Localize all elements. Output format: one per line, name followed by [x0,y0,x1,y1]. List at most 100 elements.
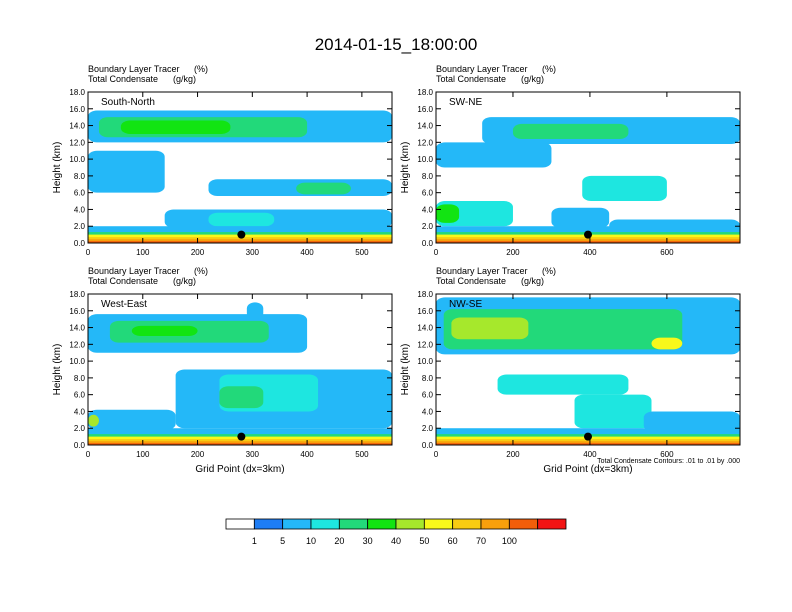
x-axis-label: Grid Point (dx=3km) [195,464,284,475]
x-tick-label: 400 [583,248,597,257]
colorbar-label: 5 [280,536,285,546]
colorbar-label: 100 [502,536,517,546]
panel-2: 0 200 400 600 0.0 2.0 4.0 6.0 8.0 10.0 12.0 14.0 16.… [400,64,741,257]
x-tick-label: 200 [191,248,205,257]
x-tick-label: 0 [86,450,91,459]
subtitle-units: (g/kg) [521,74,544,84]
y-tick-label: 16.0 [69,105,85,114]
y-tick-label: 16.0 [69,307,85,316]
x-tick-label: 0 [434,450,439,459]
boundary-layer-band-4 [88,237,392,241]
x-tick-label: 200 [191,450,205,459]
subtitle-label: Boundary Layer Tracer [88,266,180,276]
y-tick-label: 18.0 [417,88,433,97]
location-marker [237,432,246,441]
boundary-layer-band-5 [436,239,740,242]
subtitle-units: (%) [542,64,556,74]
tracer-layer-6 [574,394,652,429]
y-tick-label: 10.0 [69,155,85,164]
colorbar-swatch [423,518,454,530]
boundary-layer-band-1 [436,226,740,233]
tracer-layer-7 [643,411,740,432]
plot-frame [435,91,741,244]
subtitle-label: Total Condensate [88,276,158,286]
colorbar-swatch [253,518,284,530]
y-tick-label: 10.0 [417,155,433,164]
x-tick-label: 200 [506,450,520,459]
x-tick-label: 400 [300,248,314,257]
subtitle-units: (%) [194,64,208,74]
colorbar-label: 50 [419,536,429,546]
x-tick-label: 0 [434,248,439,257]
y-tick-label: 8.0 [422,374,434,383]
field [436,92,740,243]
y-axis-label: Height (km) [52,142,63,194]
y-tick-label: 0.0 [422,239,434,248]
colorbar-label: 40 [391,536,401,546]
y-tick-label: 14.0 [417,324,433,333]
colorbar-label: 30 [363,536,373,546]
y-tick-label: 6.0 [74,189,86,198]
subtitle-label: Boundary Layer Tracer [88,64,180,74]
boundary-layer-band-6 [88,241,392,243]
colorbar-swatch [338,518,369,530]
figure-title: 2014-01-15_18:00:00 [315,35,478,54]
y-tick-label: 2.0 [74,222,86,231]
boundary-layer-band-6 [436,443,740,445]
y-tick-label: 8.0 [422,172,434,181]
tracer-layer-4 [651,337,683,350]
y-tick-label: 4.0 [74,205,86,214]
y-tick-label: 0.0 [422,441,434,450]
x-tick-label: 400 [583,450,597,459]
y-tick-label: 14.0 [417,122,433,131]
location-marker [584,230,592,239]
colorbar-label: 20 [334,536,344,546]
colorbar-swatch [508,518,539,530]
y-tick-label: 16.0 [417,307,433,316]
y-tick-label: 6.0 [422,189,434,198]
y-tick-label: 2.0 [74,424,86,433]
y-tick-label: 8.0 [74,172,86,181]
tracer-layer-7 [219,386,264,409]
y-tick-label: 10.0 [417,357,433,366]
subtitle-units: (g/kg) [173,74,196,84]
x-tick-label: 100 [136,248,150,257]
y-tick-label: 6.0 [74,391,86,400]
boundary-layer-band-5 [436,441,740,444]
field [88,92,392,243]
tracer-layer-3 [120,120,231,134]
y-tick-label: 14.0 [69,122,85,131]
panel-label: South-North [101,97,155,108]
x-tick-label: 300 [246,248,260,257]
plot-frame [87,293,393,446]
y-tick-label: 4.0 [74,407,86,416]
tracer-layer-8 [208,212,275,227]
tracer-layer-7 [164,209,392,228]
panel-4: 0 200 400 600 0.0 2.0 4.0 6.0 8.0 10.0 12.0 14.0 16.… [400,266,741,475]
y-tick-label: 18.0 [417,290,433,299]
boundary-layer-band-5 [88,239,392,242]
colorbar-label: 70 [476,536,486,546]
y-tick-label: 2.0 [422,222,434,231]
colorbar: 1 5 10 20 30 40 50 60 70 100 [225,518,567,546]
y-tick-label: 0.0 [74,441,86,450]
y-tick-label: 4.0 [422,407,434,416]
tracer-layer-6 [436,204,460,223]
tracer-layer-5 [497,374,629,395]
y-tick-label: 12.0 [69,340,85,349]
y-tick-label: 6.0 [422,391,434,400]
boundary-layer-band-6 [436,241,740,243]
colorbar-swatch [310,518,340,530]
y-tick-label: 18.0 [69,290,85,299]
panel-1: 0 100 200 300 400 500 0.0 2.0 4.0 6.0 8.0 10.0 12.0 1… [52,64,393,257]
x-tick-label: 300 [246,450,260,459]
tracer-layer-8 [88,409,176,430]
plot-frame [87,91,393,244]
boundary-layer-band-1 [436,428,740,435]
subtitle-units: (%) [194,266,208,276]
contour-note: Total Condensate Contours: .01 to .01 by… [597,458,740,465]
panel-3: 0 100 200 300 400 500 0.0 2.0 4.0 6.0 8.0 10.0 12.0 1… [52,266,393,475]
x-tick-label: 600 [660,248,674,257]
y-tick-label: 10.0 [69,357,85,366]
tracer-layer-3 [512,123,629,139]
